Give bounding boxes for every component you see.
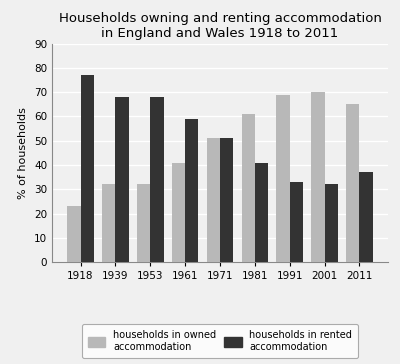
Bar <box>242 114 255 262</box>
Bar <box>102 185 115 262</box>
Bar <box>185 119 198 262</box>
Bar <box>311 92 325 262</box>
Bar <box>80 75 94 262</box>
Y-axis label: % of households: % of households <box>18 107 28 199</box>
Bar <box>325 185 338 262</box>
Bar <box>290 182 303 262</box>
Title: Households owning and renting accommodation
in England and Wales 1918 to 2011: Households owning and renting accommodat… <box>58 12 382 40</box>
Legend: households in owned
accommodation, households in rented
accommodation: households in owned accommodation, house… <box>82 324 358 358</box>
Bar <box>346 104 360 262</box>
Bar <box>172 163 185 262</box>
Bar <box>360 172 373 262</box>
Bar <box>150 97 164 262</box>
Bar <box>67 206 80 262</box>
Bar <box>137 185 150 262</box>
Bar <box>255 163 268 262</box>
Bar <box>276 95 290 262</box>
Bar <box>115 97 129 262</box>
Bar <box>207 138 220 262</box>
Bar <box>220 138 233 262</box>
